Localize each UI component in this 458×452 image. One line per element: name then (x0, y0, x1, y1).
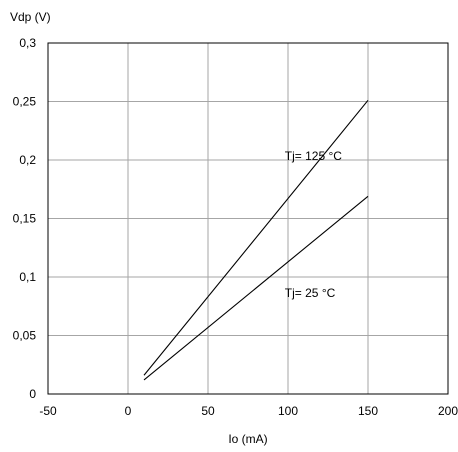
annotations: Tj= 125 °C Tj= 25 °C (285, 149, 342, 300)
series-line (143, 99, 369, 376)
x-tick-label: -50 (39, 404, 57, 418)
y-tick-label: 0,05 (13, 329, 37, 343)
y-tick-label: 0,25 (13, 95, 37, 109)
grid (48, 43, 448, 394)
series-annotation: Tj= 25 °C (285, 286, 336, 300)
x-tick-label: 50 (201, 404, 215, 418)
x-axis-label: Io (mA) (228, 432, 267, 446)
x-tick-label: 200 (438, 404, 458, 418)
series-annotation: Tj= 125 °C (285, 149, 342, 163)
y-axis-label: Vdp (V) (10, 10, 51, 24)
x-tick-label: 100 (278, 404, 298, 418)
series-line (143, 195, 369, 381)
y-tick-label: 0,1 (19, 270, 36, 284)
y-tick-labels: 0 0,05 0,1 0,15 0,2 0,25 0,3 (13, 36, 37, 401)
y-tick-label: 0,2 (19, 153, 36, 167)
x-tick-labels: -50 0 50 100 150 200 (39, 404, 458, 418)
y-tick-label: 0 (29, 387, 36, 401)
x-tick-label: 150 (358, 404, 378, 418)
plot-frame (47, 42, 449, 395)
y-tick-label: 0,15 (13, 212, 37, 226)
x-tick-label: 0 (125, 404, 132, 418)
y-tick-label: 0,3 (19, 36, 36, 50)
series-lines (143, 99, 369, 381)
